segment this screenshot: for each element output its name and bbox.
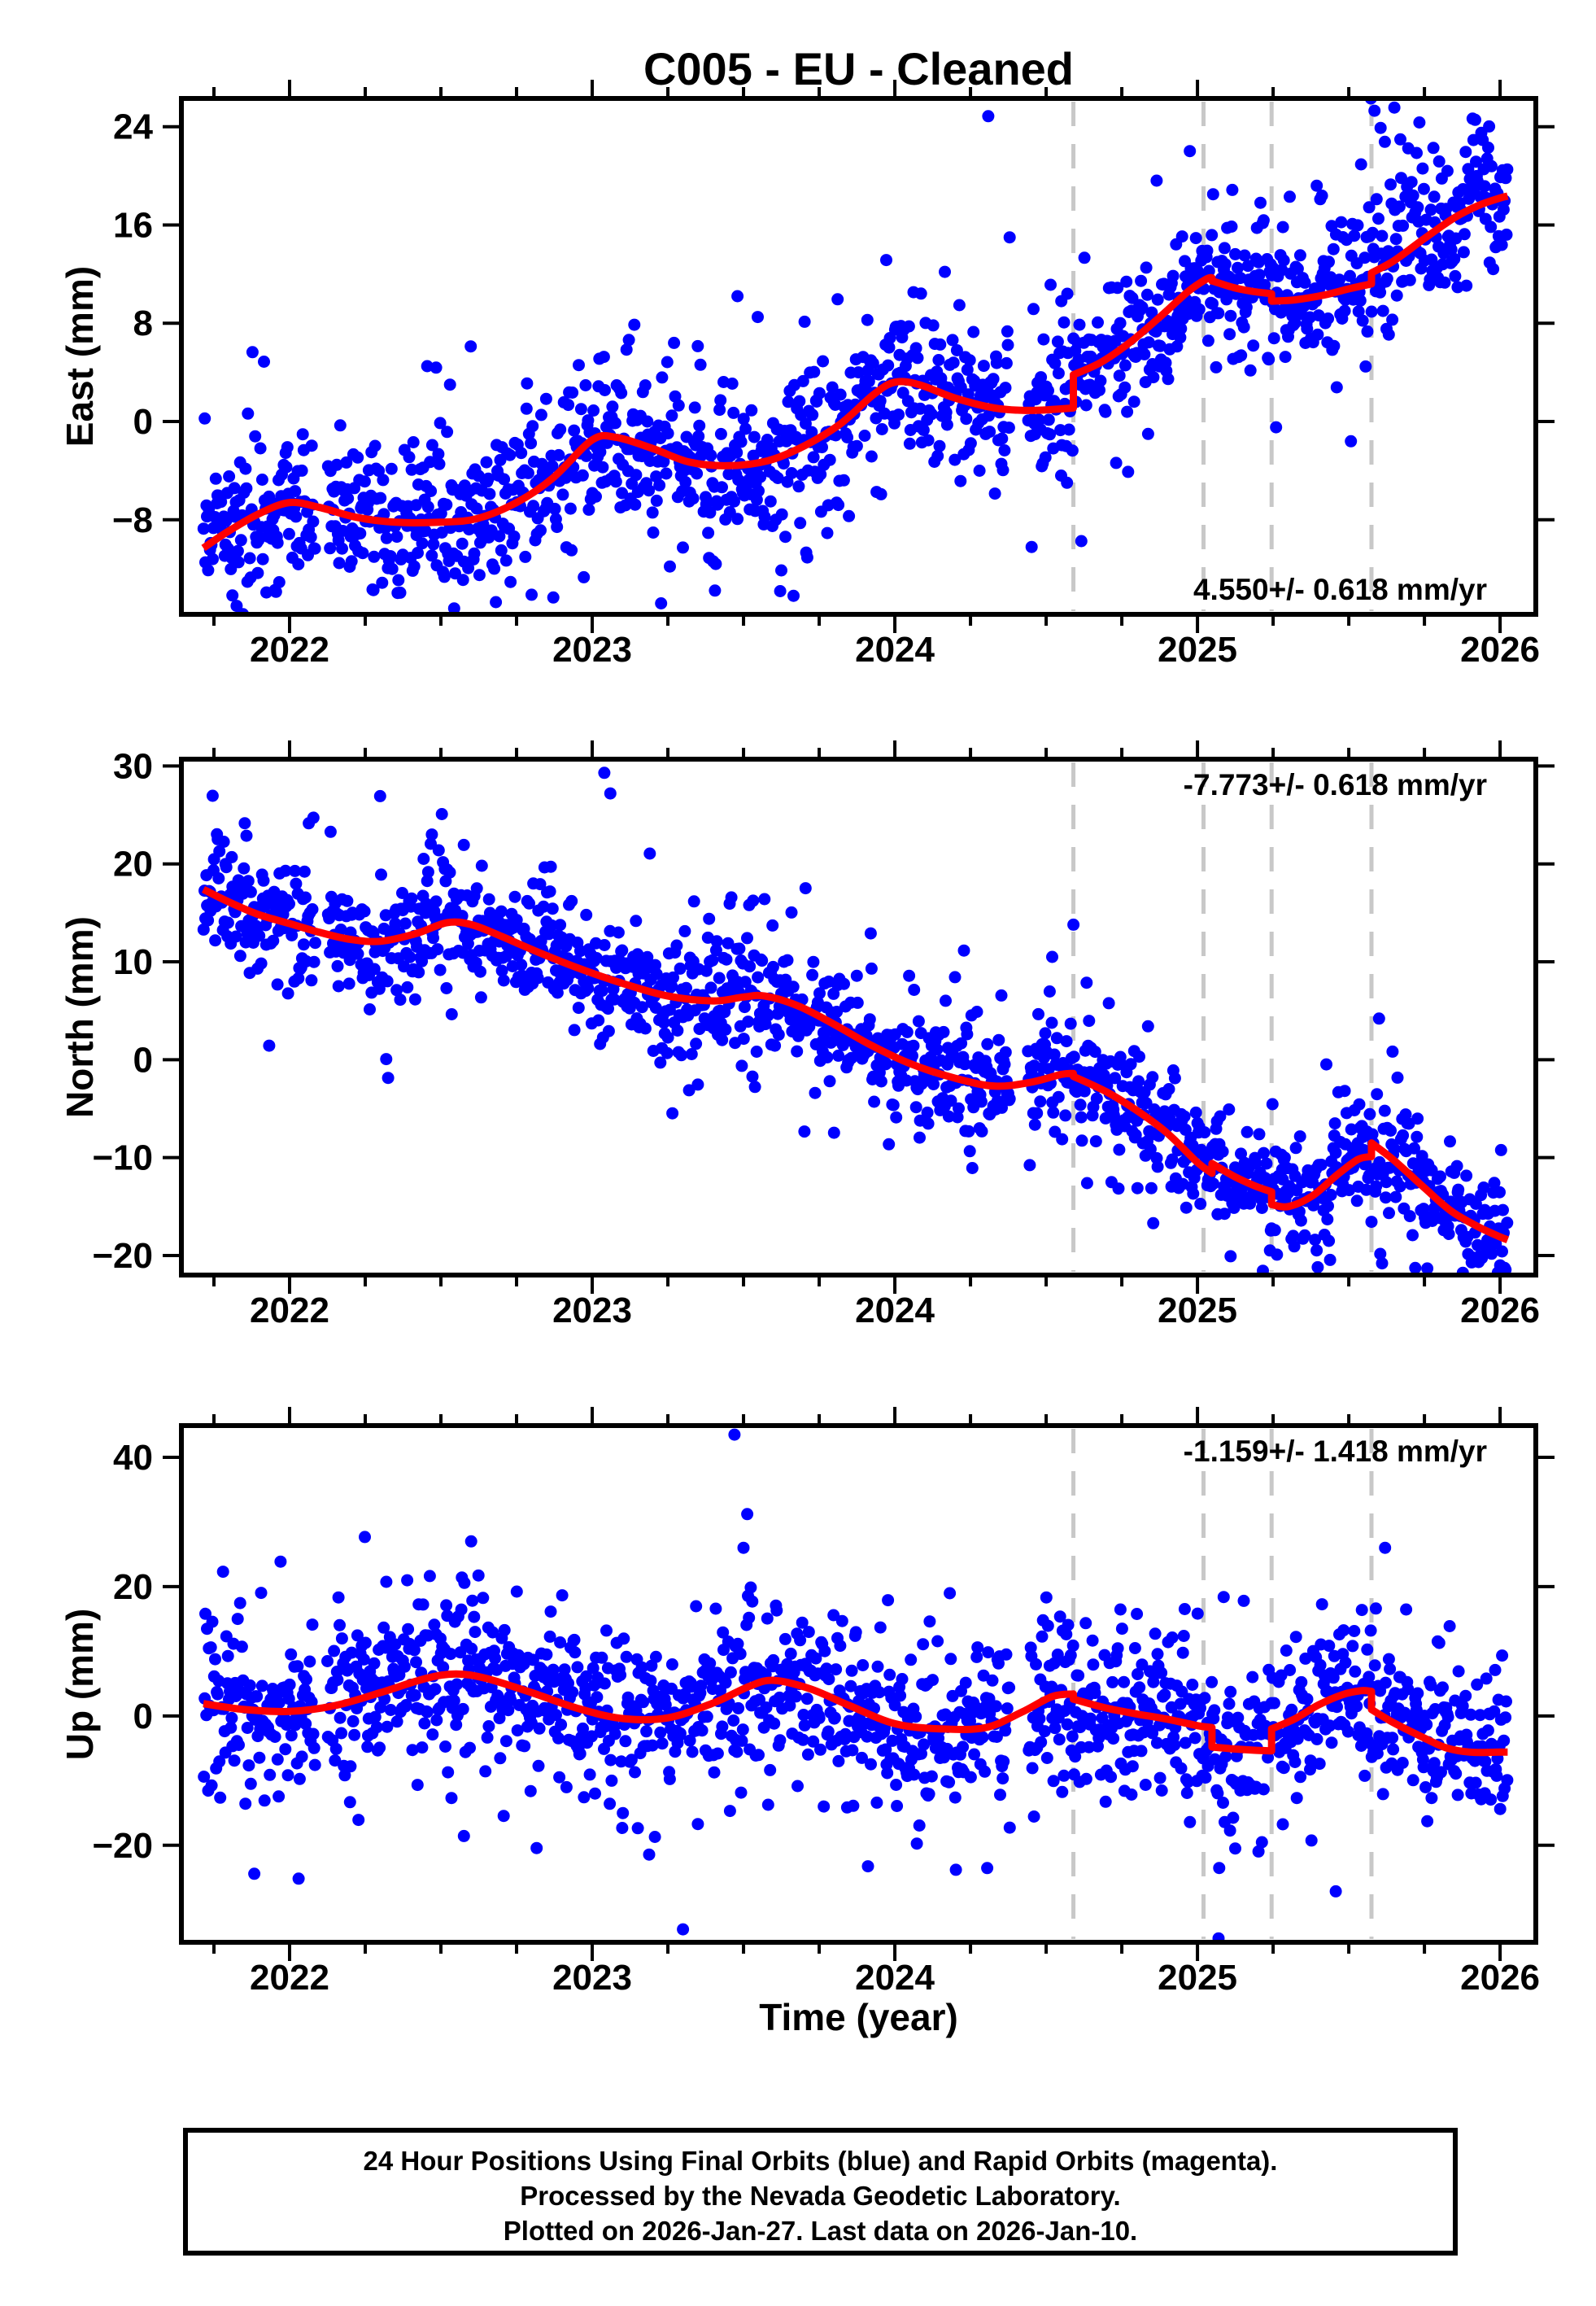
panel-frame [179,96,1538,617]
outlier-point [604,787,617,800]
up-rate-annotation: -1.159+/- 1.418 mm/yr [1183,1435,1487,1468]
year-tick-label: 2026 [1460,1291,1540,1330]
axis-ticks [163,1407,1555,1961]
north-panel: −20 −10 0 10 20 30 2022 2023 2024 2025 2026 [92,740,1555,1330]
year-tick-label: 2025 [1158,1958,1237,1998]
outlier-point [737,1541,750,1554]
y-tick-label: 16 [113,205,153,245]
y-tick-label: 24 [113,107,153,147]
outlier-point [598,766,611,780]
outlier-point [464,1535,477,1548]
y-tick-label: −20 [92,1826,153,1866]
y-tick-label: −10 [92,1138,153,1178]
y-tick-label: 0 [133,1697,153,1736]
y-tick-label: 20 [113,1567,153,1607]
y-tick-label: −8 [112,500,153,540]
outlier-point [1379,1541,1392,1554]
outlier-point [425,828,438,841]
footer-note-box: 24 Hour Positions Using Final Orbits (bl… [183,2128,1458,2256]
year-tick-label: 2022 [250,1958,329,1998]
footer-line-plotted: Plotted on 2026-Jan-27. Last data on 202… [503,2216,1138,2246]
outlier-point [1372,1012,1385,1025]
east-axis-title: East (mm) [59,265,101,448]
outlier-point [216,1566,229,1579]
year-tick-label: 2022 [250,1291,329,1330]
year-tick-label: 2026 [1460,1958,1540,1998]
y-tick-label: 8 [133,304,153,343]
y-tick-label: 10 [113,942,153,982]
y-tick-label: 20 [113,845,153,884]
y-tick-label: 0 [133,402,153,442]
year-tick-label: 2024 [855,630,935,670]
footer-line-orbits: 24 Hour Positions Using Final Orbits (bl… [363,2146,1278,2176]
outlier-point [728,1428,741,1441]
year-tick-label: 2025 [1158,630,1237,670]
y-tick-label: 0 [133,1040,153,1080]
year-tick-label: 2023 [552,1291,632,1330]
outlier-point [1368,104,1381,117]
year-tick-label: 2024 [855,1958,935,1998]
outlier-point [1374,121,1387,134]
outlier-point [731,290,744,303]
north-axis-title: North (mm) [59,916,101,1118]
east-panel: −8 0 8 16 24 2022 2023 2024 2025 2026 [112,80,1555,670]
north-rate-annotation: -7.773+/- 0.618 mm/yr [1183,768,1487,801]
scatter-final-orbits [197,766,1514,1273]
year-tick-label: 2024 [855,1291,935,1330]
page-title: C005 - EU - Cleaned [643,43,1075,94]
panel-frame [179,1423,1538,1945]
y-tick-label: 30 [113,746,153,786]
outlier-point [1061,287,1074,300]
model-curve [201,192,1509,552]
up-panel: −20 0 20 40 2022 2023 2024 2025 2026 [92,1407,1555,1998]
outlier-point [677,1923,690,1936]
footer-line-processed: Processed by the Nevada Geodetic Laborat… [520,2181,1121,2211]
panel-frame [179,757,1538,1277]
model-curve [201,885,1510,1243]
year-tick-label: 2023 [552,630,632,670]
axis-ticks [163,740,1555,1294]
year-tick-label: 2022 [250,630,329,670]
time-axis-title: Time (year) [759,1996,958,2038]
year-tick-label: 2026 [1460,630,1540,670]
y-tick-label: 40 [113,1438,153,1478]
y-tick-label: −20 [92,1236,153,1276]
east-rate-annotation: 4.550+/- 0.618 mm/yr [1193,573,1487,606]
model-curve [203,1670,1508,1757]
year-tick-label: 2025 [1158,1291,1237,1330]
axis-ticks [163,80,1555,633]
up-axis-title: Up (mm) [59,1608,101,1761]
year-tick-label: 2023 [552,1958,632,1998]
outlier-point [443,378,456,391]
outlier-point [1046,950,1058,963]
